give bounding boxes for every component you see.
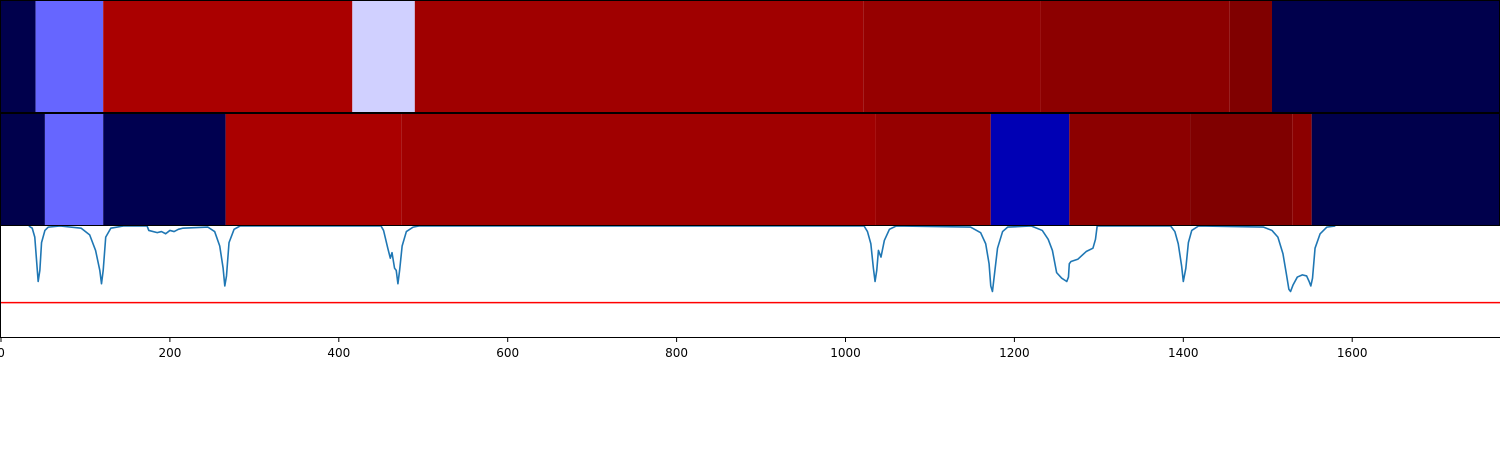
x-axis: 0 200 400 600 800 1000 1200 1400 1600 <box>0 338 1367 360</box>
segment-row2-10 <box>1292 114 1312 225</box>
x-tick-label: 1600 <box>1337 346 1368 360</box>
segment-row2-4 <box>225 114 402 225</box>
segment-row1-3 <box>103 1 353 112</box>
segment-row2-9 <box>1190 114 1293 225</box>
segment-row2-7 <box>990 114 1070 225</box>
signal-panel <box>0 225 1500 338</box>
segment-row1-5 <box>414 1 864 112</box>
x-tick-label: 1400 <box>1168 346 1199 360</box>
segment-row1-2 <box>35 1 104 112</box>
segment-row2-1 <box>1 114 45 225</box>
signal-panel-frame <box>0 225 1500 338</box>
segment-row2-3 <box>103 114 226 225</box>
x-tick-label: 600 <box>496 346 519 360</box>
segment-row1-1 <box>1 1 36 112</box>
top-segment-row <box>1 1 1500 112</box>
segment-row2-5 <box>401 114 876 225</box>
segment-row1-4 <box>352 1 415 112</box>
segment-row2-2 <box>44 114 104 225</box>
segment-row1-9 <box>1271 1 1500 112</box>
x-tick-label: 1200 <box>999 346 1030 360</box>
bottom-segment-row <box>1 114 1500 225</box>
signal-panel-background <box>0 225 1500 338</box>
segment-row1-6 <box>863 1 1041 112</box>
segment-row1-7 <box>1040 1 1230 112</box>
segment-row2-6 <box>875 114 991 225</box>
x-tick-label: 1000 <box>830 346 861 360</box>
x-tick-label: 200 <box>158 346 181 360</box>
segment-row1-8 <box>1229 1 1272 112</box>
segment-row2-8 <box>1069 114 1191 225</box>
x-tick-label: 400 <box>327 346 350 360</box>
x-tick-label: 800 <box>665 346 688 360</box>
segment-row2-11 <box>1311 114 1500 225</box>
x-tick-label: 0 <box>0 346 5 360</box>
